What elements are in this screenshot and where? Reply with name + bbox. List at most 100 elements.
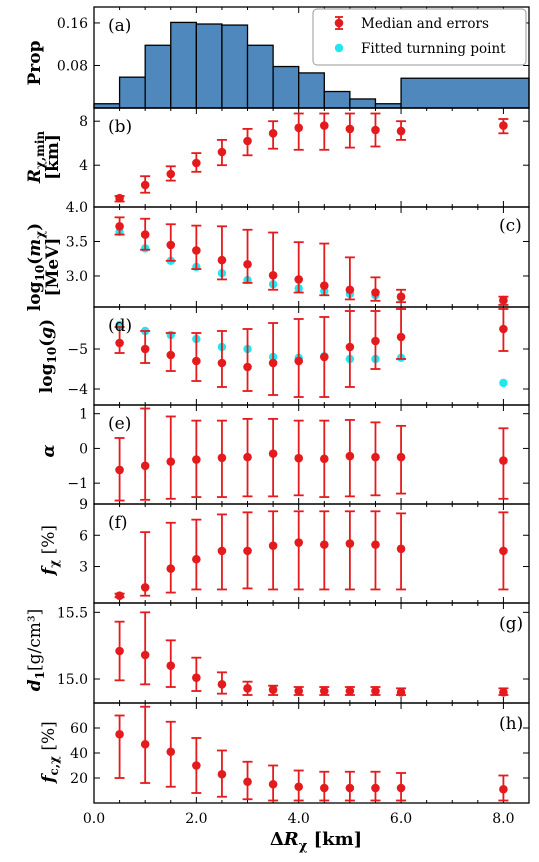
panel-frame [93, 404, 530, 505]
median-point [217, 546, 227, 556]
median-point [345, 783, 355, 793]
ylabel-f: fχ [%] [39, 525, 61, 576]
legend: Median and errors Fitted turnning point [312, 8, 527, 66]
median-point [499, 295, 508, 305]
median-point [499, 688, 508, 697]
panel-frame [93, 503, 530, 604]
median-point [115, 591, 124, 601]
median-point [396, 332, 406, 342]
histogram-bar [349, 98, 377, 109]
histogram-bar [144, 44, 172, 109]
median-point [268, 129, 278, 138]
median-point [319, 783, 329, 793]
median-point [396, 783, 406, 793]
y-tick-label: 9 [79, 497, 88, 513]
histogram-bar [195, 23, 223, 109]
median-point [396, 452, 406, 462]
median-point [294, 275, 304, 284]
median-point [371, 125, 380, 135]
median-point [166, 350, 176, 360]
histogram-bar [298, 72, 325, 109]
median-point [345, 539, 355, 548]
x-tick-label: 6.0 [390, 811, 412, 827]
panel-h: 20 40 60 (h) [70, 702, 530, 804]
panel-frame [93, 306, 530, 406]
median-point [268, 685, 278, 694]
panels: 0.08 0.16 (a) 4 8 (b) 3.0 3.5 4.0 (c) −5 −4 (d) −1 0 1 (… [57, 6, 530, 827]
median-point [140, 583, 150, 592]
ylabel-c: log10(mχ) [25, 223, 47, 311]
panel-label-e: (e) [108, 414, 131, 434]
median-point [166, 661, 176, 670]
panel-frame [93, 206, 530, 308]
panel-frame [93, 602, 530, 704]
median-point [166, 564, 176, 573]
median-point [166, 169, 176, 179]
median-point [268, 358, 278, 368]
panel-frame [93, 107, 530, 208]
ylabel-b-unit: [km] [43, 134, 63, 180]
panel-d: −5 −4 (d) [67, 306, 530, 406]
median-point [243, 362, 252, 372]
median-point [140, 180, 150, 190]
median-point [166, 240, 176, 250]
x-tick-labels: 0.0 2.0 4.0 6.0 8.0 [83, 811, 515, 827]
panel-f: 3 6 9 (f) [79, 497, 530, 604]
panel-label-a: (a) [108, 16, 131, 36]
median-point [371, 783, 380, 793]
panel-c: 3.0 3.5 4.0 (c) [66, 200, 530, 308]
median-point [140, 344, 150, 354]
median-point [345, 686, 355, 696]
median-point [319, 281, 329, 290]
median-point [140, 650, 150, 660]
median-point [319, 540, 329, 549]
y-tick-label: 15.0 [57, 672, 88, 688]
panel-label-d: (d) [108, 316, 132, 336]
data-points [114, 308, 509, 398]
histogram-bar [272, 65, 300, 109]
y-tick-label: 20 [70, 771, 88, 787]
median-point [268, 779, 278, 789]
median-point [396, 544, 406, 554]
panel-label-h: (h) [499, 714, 523, 734]
median-point [345, 451, 355, 461]
ylabel-g: d1[g/cm³] [25, 609, 47, 692]
legend-fitted-marker [334, 43, 344, 53]
median-point [217, 769, 227, 779]
median-point [243, 136, 252, 146]
median-point [371, 686, 380, 696]
median-point [499, 121, 508, 130]
panel-label-b: (b) [108, 117, 132, 137]
legend-median-marker [334, 18, 344, 28]
median-point [166, 747, 176, 757]
y-tick-label: 3.0 [66, 269, 88, 285]
median-point [319, 686, 329, 696]
panel-label-c: (c) [499, 216, 522, 236]
y-tick-label: 6 [79, 528, 88, 544]
ylabel-a: Prop [25, 40, 45, 85]
median-point [217, 147, 227, 157]
median-point [345, 285, 355, 295]
median-point [294, 686, 304, 696]
ylabel-d: log10(g) [37, 319, 59, 393]
ylabel-h: fc,χ [%] [39, 721, 61, 784]
median-point [192, 673, 201, 682]
y-tick-label: 0.08 [57, 58, 88, 74]
median-point [294, 356, 304, 366]
data-points [114, 510, 509, 601]
x-tick-label: 0.0 [83, 811, 105, 827]
median-point [396, 292, 406, 301]
y-tick-label: −4 [67, 382, 88, 398]
data-points [114, 216, 509, 306]
median-point [192, 356, 201, 366]
median-point [192, 761, 201, 770]
median-point [192, 158, 201, 168]
median-point [217, 255, 227, 265]
y-tick-label: 3.5 [66, 234, 88, 250]
y-tick-label: 4 [79, 158, 88, 174]
median-point [166, 457, 176, 466]
median-point [115, 222, 124, 231]
median-point [396, 126, 406, 136]
median-point [115, 729, 124, 739]
